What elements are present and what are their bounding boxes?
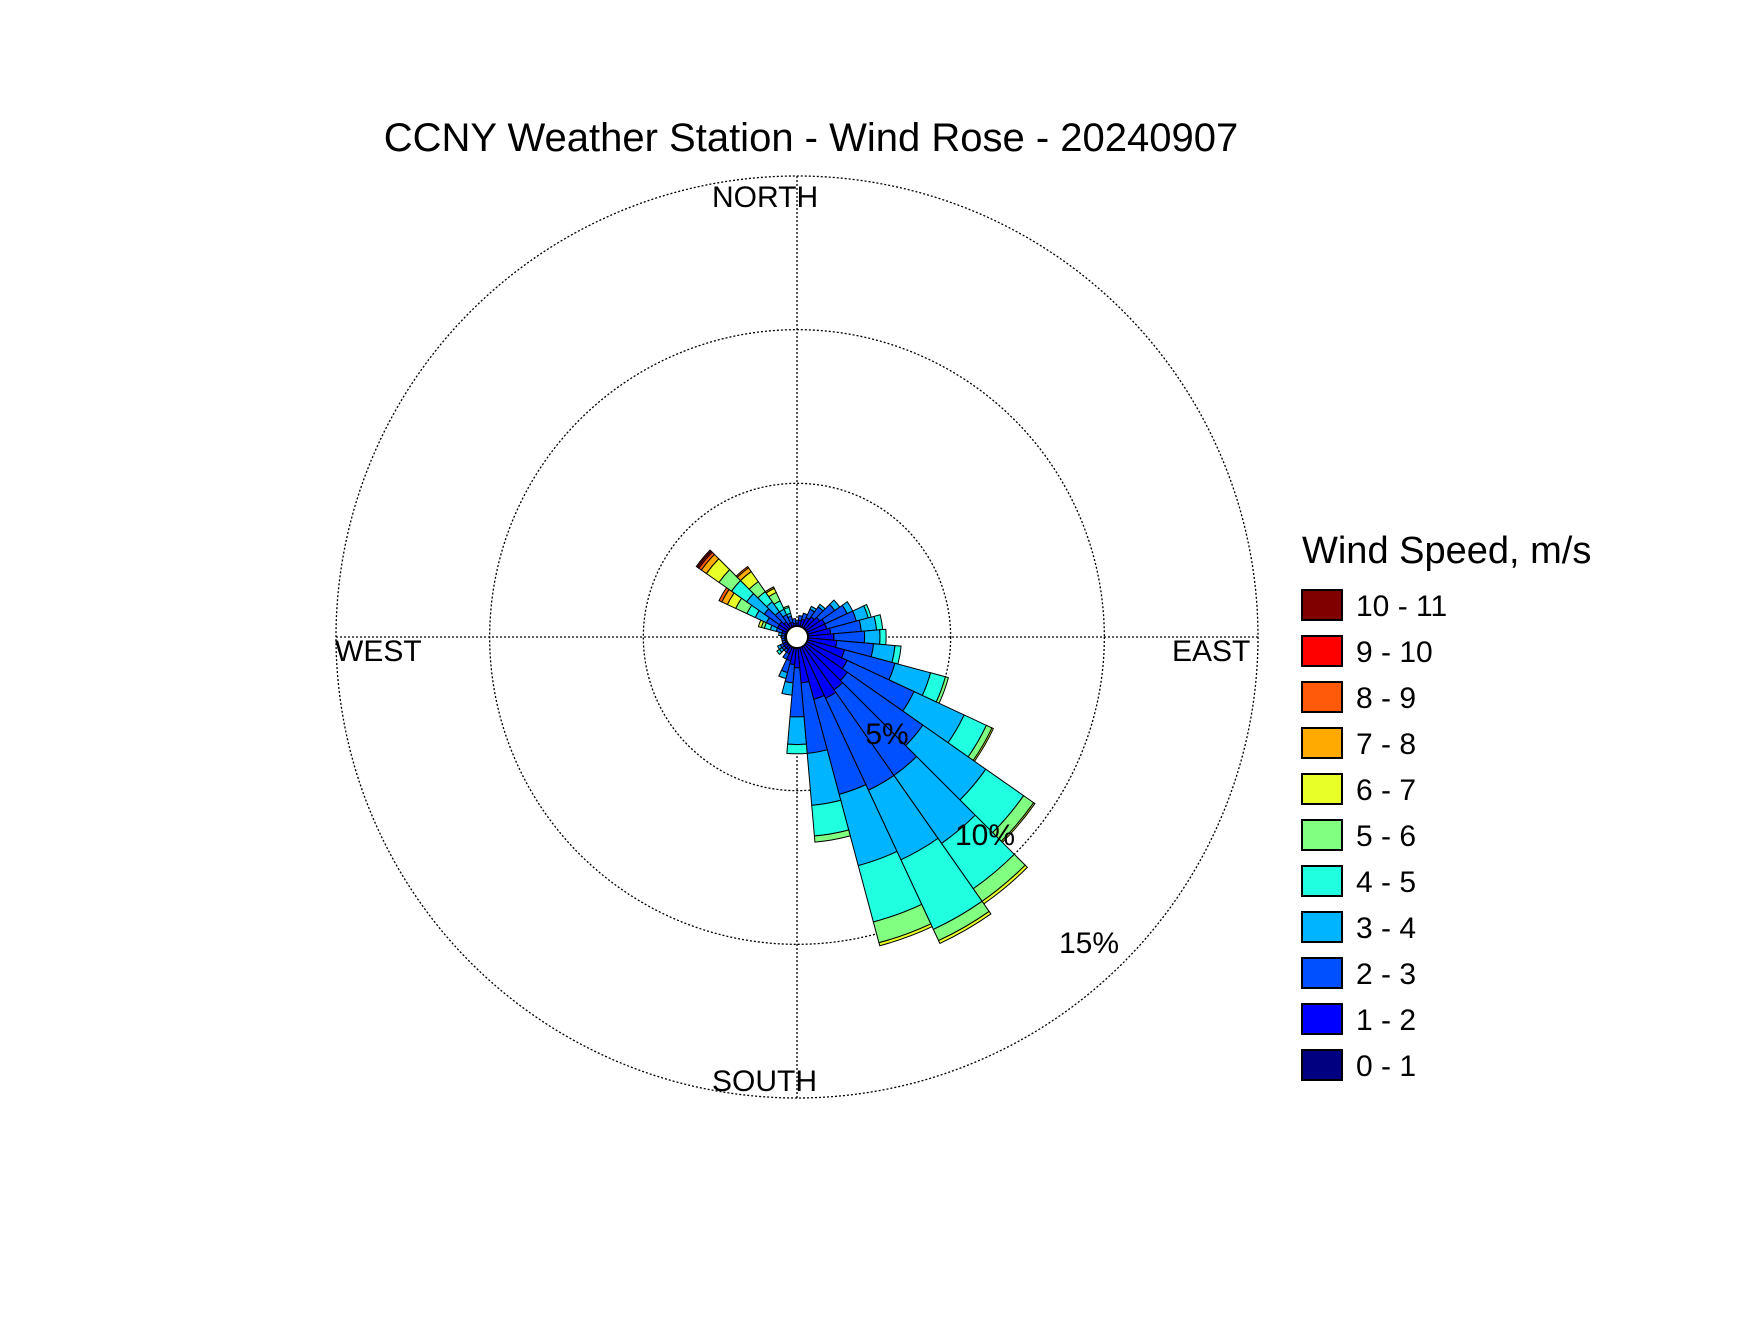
legend-swatch-2 — [1301, 681, 1343, 713]
legend-label-6: 4 - 5 — [1356, 866, 1416, 899]
rose-center — [785, 625, 809, 649]
rose-bar-90-bin-4 — [879, 628, 887, 646]
legend-label-4: 6 - 7 — [1356, 774, 1416, 807]
legend-swatch-1 — [1301, 635, 1343, 667]
direction-label-west: WEST — [335, 635, 422, 668]
rose-bar-240-bin-3 — [776, 644, 783, 651]
legend-label-0: 10 - 11 — [1356, 590, 1447, 623]
rose-bar-340-bin-5 — [782, 605, 790, 610]
rose-bar-320-bin-8 — [735, 565, 750, 578]
rose-bar-160-bin-6 — [878, 923, 933, 947]
direction-label-north: NORTH — [712, 181, 818, 214]
rose-bar-230-bin-4 — [776, 648, 783, 656]
legend: Wind Speed, m/s 10 - 11 9 - 10 8 - 9 7 - 8 6… — [1301, 530, 1591, 1083]
grid-circle-5 — [642, 482, 952, 792]
legend-label-2: 8 - 9 — [1356, 682, 1416, 715]
legend-label-8: 2 - 3 — [1356, 958, 1416, 991]
legend-label-7: 3 - 4 — [1356, 912, 1416, 945]
rose-bar-90-bin-3 — [863, 629, 881, 645]
legend-swatch-3 — [1301, 727, 1343, 759]
direction-label-east: EAST — [1172, 635, 1250, 668]
legend-label-9: 1 - 2 — [1356, 1004, 1416, 1037]
legend-swatch-8 — [1301, 957, 1343, 989]
legend-swatch-9 — [1301, 1003, 1343, 1035]
chart-title: CCNY Weather Station - Wind Rose - 20240… — [384, 116, 1239, 160]
rose-bar-170-bin-5 — [813, 829, 851, 843]
rose-bar-150-bin-6 — [937, 910, 992, 945]
rose-bar-190-bin-3 — [781, 680, 794, 696]
polar-labels: NORTH EAST SOUTH WEST 5% 10% 15% — [335, 181, 1250, 1098]
rose-bar-180-bin-4 — [786, 743, 808, 755]
rose-bar-180-bin-3 — [787, 716, 807, 746]
legend-swatch-7 — [1301, 911, 1343, 943]
radial-tick-label-10: 10% — [955, 819, 1015, 852]
rose-bar-210-bin-2 — [782, 651, 790, 660]
legend-label-5: 5 - 6 — [1356, 820, 1416, 853]
legend-swatch-0 — [1301, 589, 1343, 621]
legend-label-1: 9 - 10 — [1356, 636, 1433, 669]
legend-swatch-6 — [1301, 865, 1343, 897]
rose-bar-330-bin-7 — [764, 586, 775, 594]
rose-bar-310-bin-10 — [695, 549, 712, 569]
rose-bar-200-bin-3 — [778, 669, 789, 680]
legend-swatch-5 — [1301, 819, 1343, 851]
legend-swatch-10 — [1301, 1049, 1343, 1081]
radial-tick-label-5: 5% — [865, 718, 908, 751]
legend-swatch-4 — [1301, 773, 1343, 805]
legend-label-3: 7 - 8 — [1356, 728, 1416, 761]
radial-tick-label-15: 15% — [1059, 927, 1119, 960]
legend-label-10: 0 - 1 — [1356, 1050, 1416, 1083]
rose-bar-350-bin-2 — [791, 618, 797, 625]
wind-rose-bars — [695, 549, 1036, 947]
legend-title: Wind Speed, m/s — [1302, 530, 1591, 572]
direction-label-south: SOUTH — [712, 1065, 817, 1098]
